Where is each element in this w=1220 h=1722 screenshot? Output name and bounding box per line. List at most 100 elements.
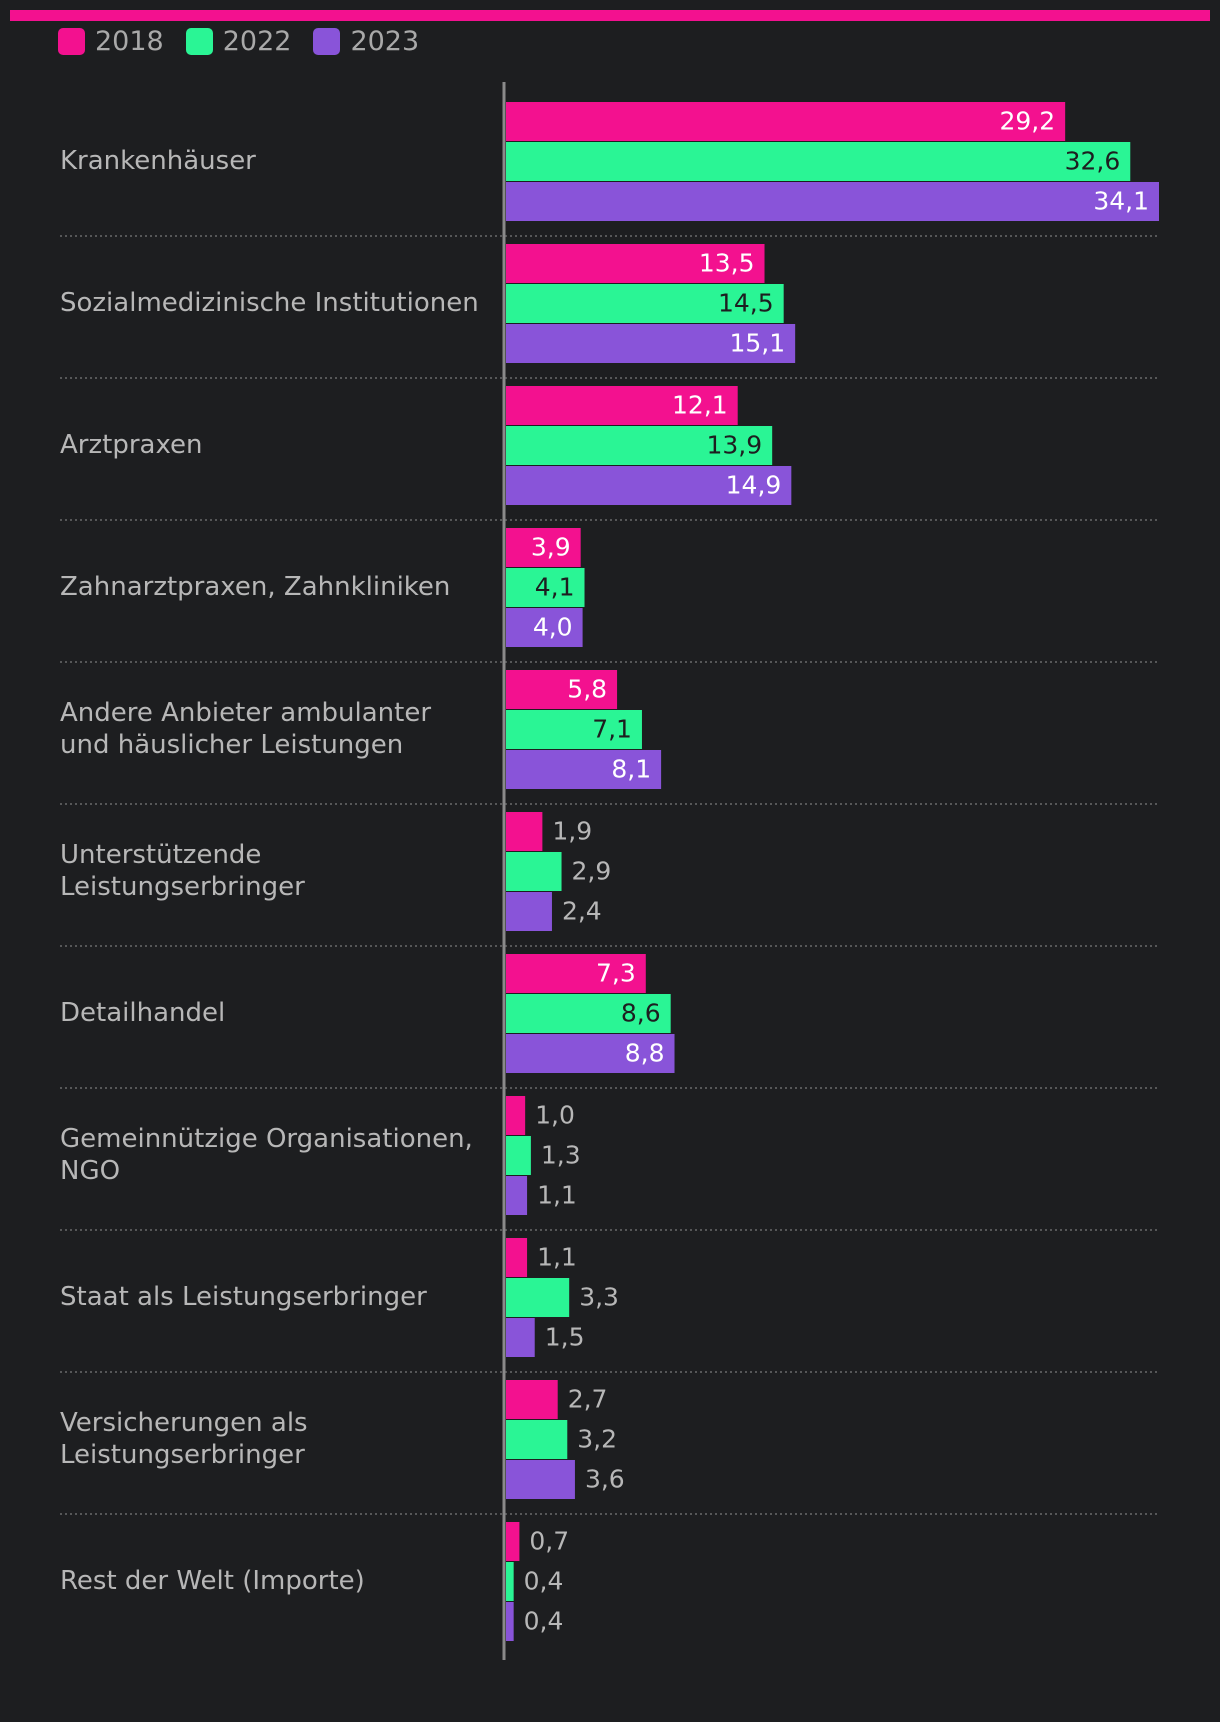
category-label: Krankenhäuser: [60, 146, 256, 176]
value-label: 13,9: [707, 431, 763, 460]
category-label: Rest der Welt (Importe): [60, 1566, 365, 1596]
value-label: 0,7: [529, 1527, 569, 1556]
category-label-line: Sozialmedizinische Institutionen: [60, 288, 479, 318]
bar-2018: [506, 670, 618, 709]
bar-2022: [506, 1278, 570, 1317]
value-label: 15,1: [729, 329, 785, 358]
value-label: 13,5: [699, 249, 755, 278]
legend-item-2022: 2022: [185, 26, 292, 57]
bar-2023: [506, 1318, 535, 1357]
value-label: 14,9: [726, 471, 782, 500]
value-label: 4,1: [535, 573, 575, 602]
legend-swatch-2022: [185, 28, 213, 55]
value-label: 4,0: [533, 613, 573, 642]
category-label-line: Leistungserbringer: [60, 872, 305, 902]
category-label: Sozialmedizinische Institutionen: [60, 288, 479, 318]
category-label-line: und häuslicher Leistungen: [60, 730, 403, 760]
value-label: 32,6: [1065, 147, 1121, 176]
bar-2023: [506, 1602, 514, 1641]
value-label: 8,8: [625, 1039, 665, 1068]
value-label: 0,4: [524, 1567, 564, 1596]
bar-2018: [506, 1380, 558, 1419]
value-label: 7,3: [596, 959, 636, 988]
legend-swatch-2018: [58, 28, 85, 55]
category-label: Arztpraxen: [60, 430, 203, 460]
legend: 2018 2022 2023: [58, 26, 441, 57]
category-label-line: Arztpraxen: [60, 430, 203, 460]
category-label: Andere Anbieter ambulanter und häuslicher…: [60, 698, 431, 760]
legend-item-2018: 2018: [58, 26, 164, 57]
bar-2022: [506, 568, 585, 607]
value-label: 2,4: [562, 897, 602, 926]
value-label: 0,4: [524, 1607, 564, 1636]
bar-2018: [506, 102, 1066, 141]
legend-label-2018: 2018: [95, 26, 164, 57]
bar-2018: [506, 1238, 528, 1277]
category-label: Unterstützende Leistungserbringer: [60, 840, 305, 902]
value-label: 3,9: [531, 533, 571, 562]
top-accent-bar: [10, 10, 1210, 21]
bar-2023: [506, 324, 796, 363]
value-label: 8,6: [621, 999, 661, 1028]
bar-2023: [506, 1460, 575, 1499]
bar-2022: [506, 426, 773, 465]
category-label-line: Rest der Welt (Importe): [60, 1566, 365, 1596]
category-label-line: NGO: [60, 1156, 120, 1186]
bar-2023: [506, 1034, 675, 1073]
category-label-line: Leistungserbringer: [60, 1440, 305, 1470]
bar-2018: [506, 1522, 520, 1561]
category-label-line: Detailhandel: [60, 998, 225, 1028]
bar-2022: [506, 852, 562, 891]
category-label-line: Gemeinnützige Organisationen,: [60, 1124, 473, 1154]
legend-item-2023: 2023: [313, 26, 419, 57]
value-label: 3,6: [585, 1465, 625, 1494]
value-label: 8,1: [611, 755, 651, 784]
bar-2023: [506, 892, 552, 931]
bar-2023: [506, 466, 792, 505]
bar-2022: [506, 1420, 568, 1459]
value-label: 1,5: [545, 1323, 585, 1352]
bar-2018: [506, 812, 543, 851]
value-label: 1,3: [541, 1141, 581, 1170]
bar-2018: [506, 528, 581, 567]
bar-2022: [506, 1136, 531, 1175]
bar-2018: [506, 954, 646, 993]
category-label-line: Versicherungen als: [60, 1408, 308, 1438]
bar-2022: [506, 1562, 514, 1601]
bar-2018: [506, 1096, 526, 1135]
bar-2023: [506, 1176, 528, 1215]
bar-2022: [506, 142, 1131, 181]
legend-label-2023: 2023: [350, 26, 420, 57]
bar-2023: [506, 608, 583, 647]
value-label: 34,1: [1093, 187, 1149, 216]
bar-2018: [506, 244, 765, 283]
value-label: 3,3: [579, 1283, 619, 1312]
category-label: Detailhandel: [60, 998, 225, 1028]
value-label: 1,1: [537, 1243, 577, 1272]
value-label: 2,7: [568, 1385, 608, 1414]
bar-2022: [506, 284, 784, 323]
bar-2023: [506, 750, 662, 789]
value-label: 3,2: [577, 1425, 617, 1454]
value-label: 12,1: [672, 391, 728, 420]
value-label: 1,1: [537, 1181, 577, 1210]
category-label-line: Andere Anbieter ambulanter: [60, 698, 431, 728]
value-label: 5,8: [567, 675, 607, 704]
category-label-line: Zahnarztpraxen, Zahnkliniken: [60, 572, 450, 602]
legend-label-2022: 2022: [222, 26, 292, 57]
value-label: 2,9: [572, 857, 612, 886]
category-label: Staat als Leistungserbringer: [60, 1282, 427, 1312]
category-label: Gemeinnützige Organisationen, NGO: [60, 1124, 473, 1186]
value-label: 14,5: [718, 289, 774, 318]
category-label: Zahnarztpraxen, Zahnkliniken: [60, 572, 450, 602]
legend-swatch-2023: [313, 28, 341, 55]
category-label-line: Staat als Leistungserbringer: [60, 1282, 427, 1312]
value-label: 7,1: [592, 715, 632, 744]
category-label: Versicherungen als Leistungserbringer: [60, 1408, 308, 1470]
bar-2022: [506, 994, 671, 1033]
bar-2023: [506, 182, 1159, 221]
category-label-line: Unterstützende: [60, 840, 261, 870]
bar-2018: [506, 386, 738, 425]
value-label: 1,9: [552, 817, 592, 846]
